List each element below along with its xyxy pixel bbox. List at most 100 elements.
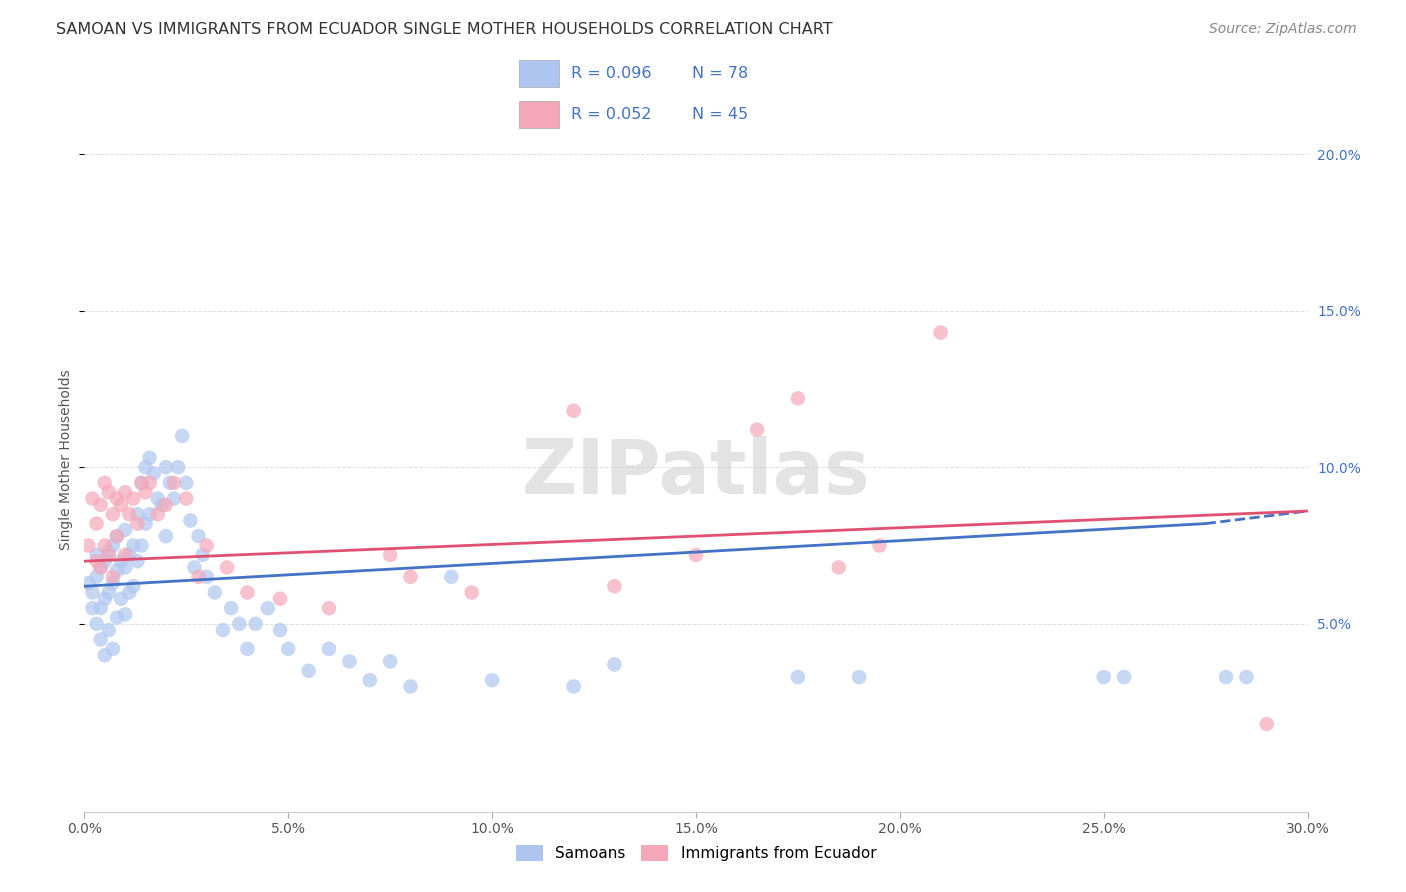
Point xyxy=(461,585,484,599)
Point xyxy=(236,585,259,599)
Point xyxy=(135,485,157,500)
Point xyxy=(150,498,173,512)
Point xyxy=(77,576,100,591)
Point xyxy=(787,392,810,406)
Point xyxy=(122,579,145,593)
Text: Source: ZipAtlas.com: Source: ZipAtlas.com xyxy=(1209,22,1357,37)
Point xyxy=(174,491,197,506)
Point xyxy=(481,673,503,688)
Point xyxy=(298,664,321,678)
Point xyxy=(212,623,235,637)
Point xyxy=(93,648,115,662)
Point xyxy=(90,560,112,574)
Text: ZIPatlas: ZIPatlas xyxy=(522,436,870,510)
Point xyxy=(90,560,112,574)
Point xyxy=(82,585,104,599)
Point xyxy=(747,423,769,437)
Point xyxy=(105,564,128,578)
Point xyxy=(848,670,870,684)
Point xyxy=(135,460,157,475)
Point xyxy=(685,548,707,562)
Point xyxy=(1092,670,1115,684)
Point xyxy=(82,491,104,506)
Point xyxy=(269,623,291,637)
Point xyxy=(277,641,299,656)
Point xyxy=(114,485,136,500)
Point xyxy=(86,548,108,562)
Point xyxy=(86,516,108,531)
Point xyxy=(159,475,181,490)
Point xyxy=(101,641,124,656)
Point xyxy=(257,601,280,615)
Point xyxy=(869,539,891,553)
Point xyxy=(399,570,422,584)
Point xyxy=(603,579,626,593)
Point xyxy=(93,475,115,490)
Point xyxy=(603,657,626,672)
Point xyxy=(110,498,132,512)
Point xyxy=(114,607,136,622)
Point xyxy=(135,516,157,531)
Point xyxy=(1114,670,1136,684)
Point xyxy=(127,516,149,531)
Point xyxy=(110,554,132,568)
Point xyxy=(93,591,115,606)
Point xyxy=(236,641,259,656)
Point xyxy=(101,570,124,584)
Point xyxy=(138,475,160,490)
Point xyxy=(122,539,145,553)
Point xyxy=(195,570,218,584)
Point xyxy=(146,507,169,521)
Point xyxy=(399,680,422,694)
Point xyxy=(1215,670,1237,684)
Point xyxy=(122,491,145,506)
Point xyxy=(114,548,136,562)
Point xyxy=(562,404,585,418)
Point xyxy=(174,475,197,490)
Point xyxy=(118,548,141,562)
Point xyxy=(318,641,340,656)
Point xyxy=(187,529,209,543)
Point xyxy=(787,670,810,684)
Point xyxy=(101,507,124,521)
Point xyxy=(191,548,214,562)
Point xyxy=(118,585,141,599)
Point xyxy=(93,539,115,553)
Point xyxy=(167,460,190,475)
Point xyxy=(127,554,149,568)
Point xyxy=(562,680,585,694)
Point xyxy=(269,591,291,606)
Point xyxy=(97,585,120,599)
Point xyxy=(90,632,112,647)
Point xyxy=(114,560,136,574)
Point xyxy=(380,548,402,562)
Point xyxy=(97,485,120,500)
Bar xyxy=(519,60,558,87)
Point xyxy=(97,623,120,637)
Point xyxy=(155,498,177,512)
Point xyxy=(90,498,112,512)
Point xyxy=(110,591,132,606)
Point xyxy=(245,616,267,631)
Point xyxy=(97,548,120,562)
Point xyxy=(101,539,124,553)
Point xyxy=(131,475,153,490)
Point xyxy=(77,539,100,553)
Point xyxy=(90,601,112,615)
Point xyxy=(219,601,242,615)
Text: R = 0.096: R = 0.096 xyxy=(571,66,651,80)
Point xyxy=(105,491,128,506)
Legend: Samoans, Immigrants from Ecuador: Samoans, Immigrants from Ecuador xyxy=(509,839,883,868)
Point xyxy=(97,545,120,559)
Point xyxy=(105,610,128,624)
Bar xyxy=(519,101,558,128)
Text: N = 45: N = 45 xyxy=(692,107,748,121)
Point xyxy=(86,554,108,568)
Point xyxy=(82,601,104,615)
Point xyxy=(105,529,128,543)
Point xyxy=(339,654,361,668)
Point xyxy=(187,570,209,584)
Point xyxy=(86,616,108,631)
Point xyxy=(359,673,381,688)
Point xyxy=(142,467,165,481)
